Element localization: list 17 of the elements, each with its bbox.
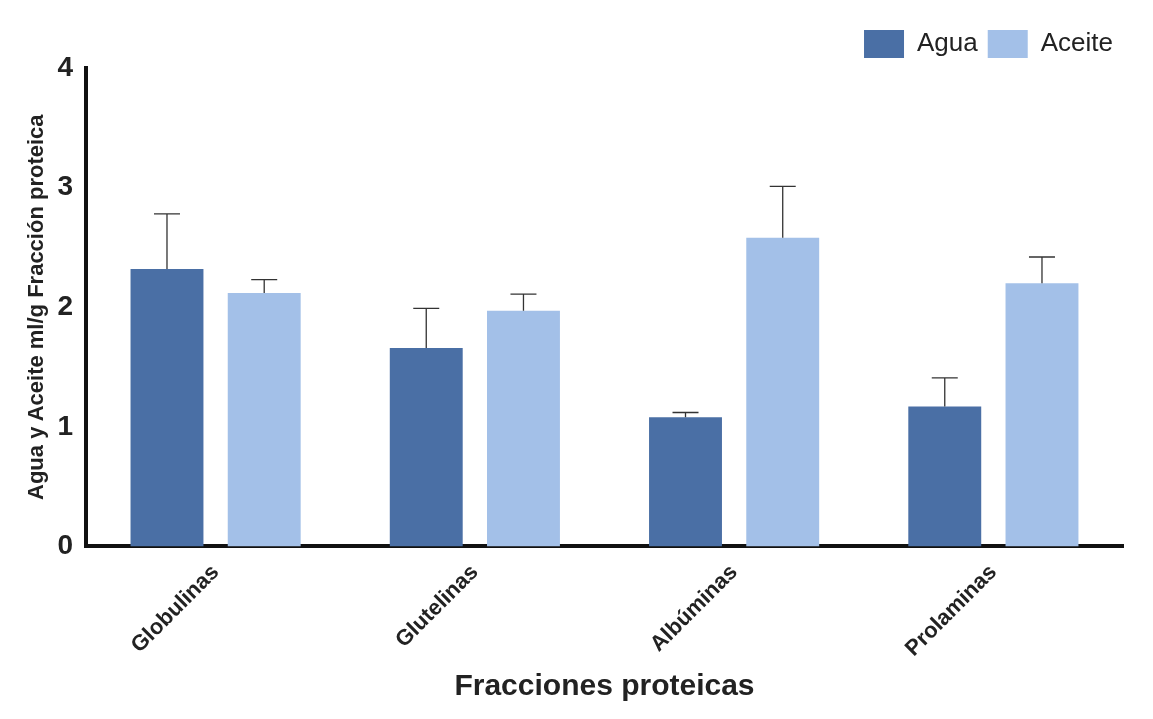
y-axis-title: Agua y Aceite ml/g Fracción proteica: [23, 113, 49, 500]
legend-label: Agua: [917, 27, 979, 58]
bar: [1005, 283, 1079, 547]
bar: [746, 237, 820, 547]
bar: [487, 310, 560, 547]
y-tick-label: 2: [57, 289, 73, 321]
bar: [130, 268, 204, 547]
bar: [908, 406, 982, 547]
y-tick-label: 1: [57, 409, 73, 441]
y-tick-label: 3: [57, 170, 73, 202]
bar: [649, 417, 722, 547]
x-axis-title: Fracciones proteicas: [454, 668, 755, 702]
legend-label: Aceite: [1040, 27, 1113, 58]
y-tick-label: 4: [57, 50, 74, 82]
bar: [389, 347, 463, 547]
y-tick-label: 0: [57, 529, 73, 561]
bar: [227, 292, 301, 547]
